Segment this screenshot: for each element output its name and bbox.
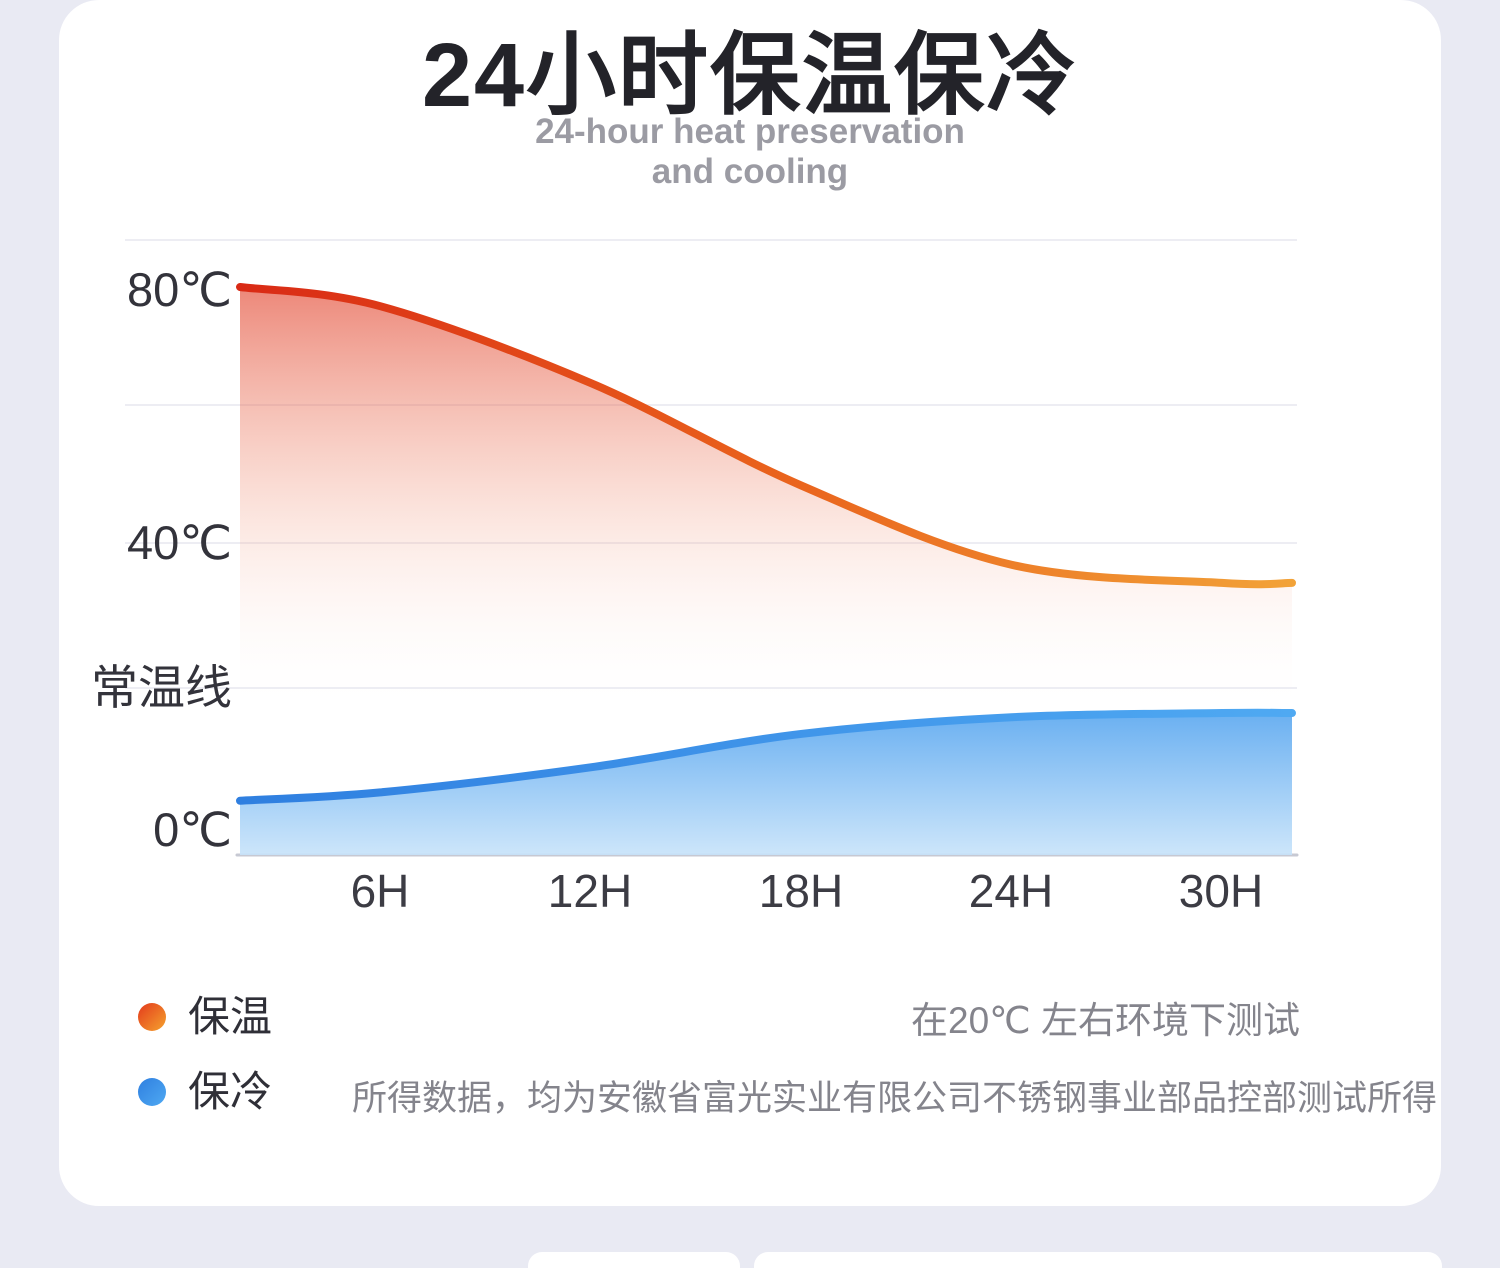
page-title: 24小时保温保冷 xyxy=(421,26,1079,126)
x-tick-12h: 12H xyxy=(547,865,633,917)
next-section-card-left xyxy=(528,1252,740,1268)
next-section-card-right xyxy=(754,1252,1442,1268)
heat-legend-dot-icon xyxy=(138,1003,166,1031)
cold-legend-label: 保冷 xyxy=(188,1068,273,1115)
x-tick-24h: 24H xyxy=(968,865,1054,917)
y-tick-80c: 80℃ xyxy=(126,263,232,316)
page-subtitle: 24-hour heat preservation and cooling xyxy=(0,112,1500,193)
x-tick-18h: 18H xyxy=(758,865,844,917)
x-tick-6h: 6H xyxy=(350,865,410,917)
test-condition-note: 在20℃ 左右环境下测试 xyxy=(911,1000,1300,1041)
subtitle-line-1: 24-hour heat preservation xyxy=(535,112,965,151)
y-tick-ambient-line: 常温线 xyxy=(91,661,232,714)
x-tick-30h: 30H xyxy=(1178,865,1264,917)
cold-legend-dot-icon xyxy=(138,1078,166,1106)
y-tick-40c: 40℃ xyxy=(126,516,232,569)
y-tick-0c: 0℃ xyxy=(153,803,232,856)
data-source-note: 所得数据，均为安徽省富光实业有限公司不锈钢事业部品控部测试所得 xyxy=(352,1079,1438,1118)
legend-item-cold: 保冷 xyxy=(138,1071,272,1113)
legend-item-heat: 保温 xyxy=(138,996,272,1038)
subtitle-line-2: and cooling xyxy=(651,152,849,192)
heat-legend-label: 保温 xyxy=(188,993,273,1040)
